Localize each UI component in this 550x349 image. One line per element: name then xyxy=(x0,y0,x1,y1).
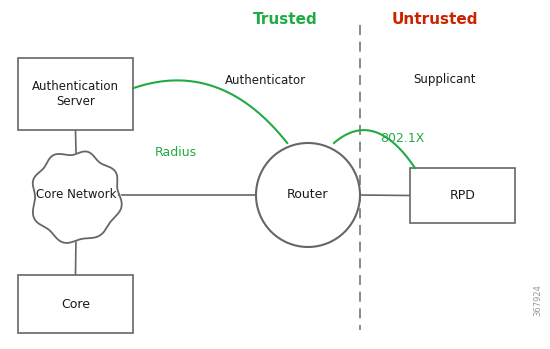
Text: Core: Core xyxy=(61,297,90,311)
FancyBboxPatch shape xyxy=(410,168,515,223)
Text: Radius: Radius xyxy=(155,146,197,158)
Text: Core Network: Core Network xyxy=(36,188,116,201)
FancyBboxPatch shape xyxy=(18,58,133,130)
Text: Authenticator: Authenticator xyxy=(224,74,306,87)
Text: Authentication
Server: Authentication Server xyxy=(32,80,119,108)
Text: Supplicant: Supplicant xyxy=(414,74,476,87)
Text: RPD: RPD xyxy=(449,189,475,202)
Polygon shape xyxy=(33,151,122,243)
Circle shape xyxy=(256,143,360,247)
Text: Router: Router xyxy=(287,188,329,201)
Text: 802.1X: 802.1X xyxy=(380,132,425,144)
Text: Trusted: Trusted xyxy=(252,13,317,28)
Text: Untrusted: Untrusted xyxy=(392,13,478,28)
Text: 367924: 367924 xyxy=(534,284,542,316)
FancyBboxPatch shape xyxy=(18,275,133,333)
